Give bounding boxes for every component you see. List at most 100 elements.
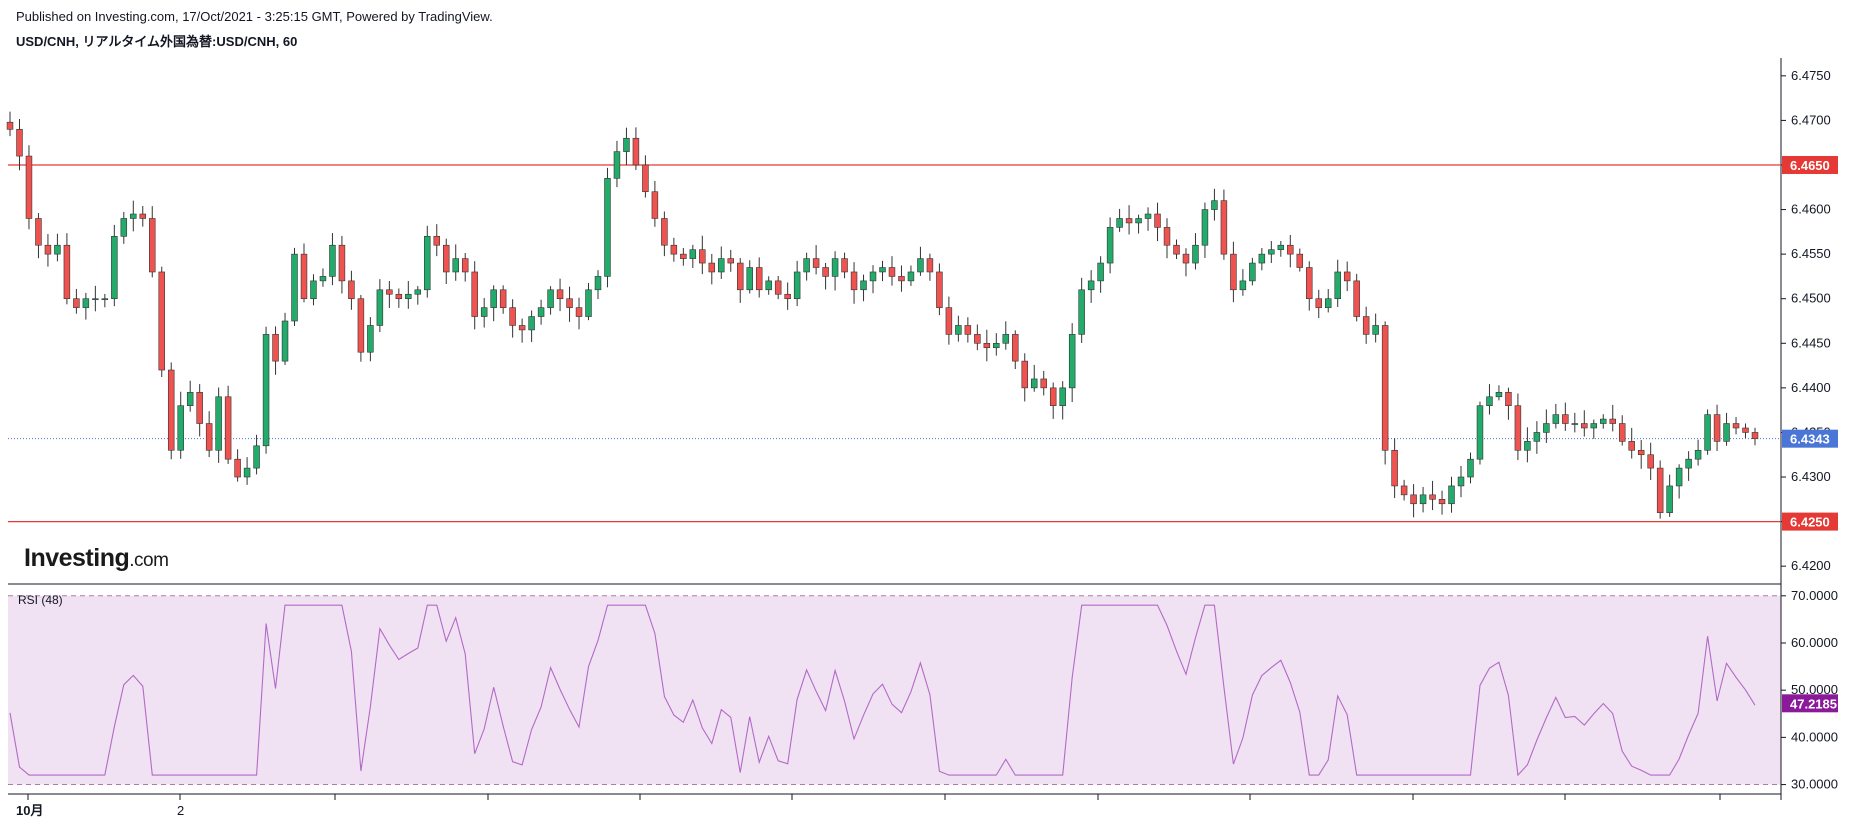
candle-body-down bbox=[73, 298, 80, 308]
candle bbox=[1078, 277, 1085, 343]
rsi-tick-label: 30.0000 bbox=[1791, 777, 1838, 792]
candle bbox=[433, 224, 441, 257]
candle-body-up bbox=[480, 307, 488, 317]
candle bbox=[395, 288, 403, 308]
candle-body-up bbox=[111, 236, 118, 300]
candle-body-down bbox=[888, 267, 896, 277]
candle-body-up bbox=[547, 289, 554, 308]
candle-body-down bbox=[850, 271, 858, 291]
candle bbox=[1125, 205, 1133, 235]
candle-body-up bbox=[1590, 423, 1598, 429]
candle bbox=[111, 224, 118, 307]
candle-body-up bbox=[1324, 298, 1332, 308]
candle-body-down bbox=[936, 271, 943, 308]
candle bbox=[54, 233, 61, 262]
candle-body-up bbox=[1419, 494, 1427, 505]
candle-body-down bbox=[1410, 494, 1417, 505]
candle-body-down bbox=[1012, 334, 1019, 362]
rsi-tick-label: 70.0000 bbox=[1791, 588, 1838, 603]
candle bbox=[1040, 370, 1047, 396]
candle bbox=[1097, 256, 1104, 293]
candle-body-up bbox=[1268, 249, 1275, 255]
rsi-value-tag-bg bbox=[1782, 694, 1838, 713]
price-tick-label: 6.4600 bbox=[1791, 202, 1831, 217]
candle bbox=[737, 258, 744, 303]
candle bbox=[784, 282, 791, 310]
candle bbox=[869, 265, 877, 294]
candle-body-down bbox=[1514, 405, 1522, 451]
candle bbox=[139, 205, 147, 227]
candle bbox=[1685, 451, 1692, 481]
candle bbox=[1751, 427, 1759, 446]
candle bbox=[547, 286, 554, 315]
candle bbox=[1514, 393, 1522, 461]
price-tick-label: 6.4550 bbox=[1791, 246, 1831, 261]
candle bbox=[812, 245, 820, 275]
candle-body-up bbox=[1249, 262, 1256, 282]
candle-body-up bbox=[689, 249, 697, 259]
candle-body-up bbox=[281, 320, 289, 362]
candle-body-down bbox=[755, 267, 763, 291]
candle bbox=[471, 261, 478, 330]
candle bbox=[1192, 233, 1199, 270]
candle-body-up bbox=[1552, 414, 1560, 424]
candle-body-up bbox=[585, 289, 592, 317]
candle-body-down bbox=[566, 298, 573, 308]
candle bbox=[1372, 313, 1379, 343]
candle bbox=[1154, 202, 1161, 242]
candle-body-up bbox=[907, 271, 915, 282]
candle bbox=[6, 111, 14, 137]
candle bbox=[1429, 480, 1436, 511]
candle bbox=[461, 252, 469, 282]
candle bbox=[1438, 490, 1446, 515]
candle bbox=[1391, 438, 1398, 499]
candle-body-down bbox=[499, 289, 507, 308]
candle bbox=[452, 244, 459, 281]
candle-body-up bbox=[262, 334, 270, 447]
candle-body-up bbox=[869, 271, 877, 282]
candle bbox=[291, 247, 298, 326]
candle-body-down bbox=[575, 307, 583, 317]
candle bbox=[556, 278, 564, 312]
price-tick-label: 6.4200 bbox=[1791, 558, 1831, 573]
candle bbox=[357, 294, 365, 362]
candle bbox=[575, 297, 583, 330]
candle bbox=[746, 260, 753, 294]
time-tick-label: 10月 bbox=[16, 803, 43, 818]
candle-body-up bbox=[613, 151, 621, 179]
candle bbox=[708, 253, 716, 285]
candle-body-up bbox=[215, 396, 222, 451]
candle-body-up bbox=[1723, 423, 1730, 442]
candle-body-up bbox=[860, 280, 867, 291]
candle-body-down bbox=[784, 293, 791, 300]
candle bbox=[1495, 385, 1503, 401]
candle bbox=[1400, 479, 1408, 501]
candle-body-up bbox=[537, 307, 545, 317]
candle-body-down bbox=[1315, 298, 1322, 308]
candle-body-down bbox=[1637, 449, 1645, 456]
candle-body-up bbox=[1600, 418, 1607, 424]
candle bbox=[803, 252, 810, 281]
candle-body-up bbox=[1068, 334, 1076, 389]
candle bbox=[1230, 241, 1237, 303]
candle bbox=[594, 270, 602, 300]
candle bbox=[101, 293, 109, 308]
candle bbox=[1732, 416, 1740, 435]
candle-body-up bbox=[101, 298, 109, 301]
candle bbox=[1087, 270, 1095, 303]
candle bbox=[585, 282, 592, 321]
candle bbox=[1675, 464, 1683, 499]
candle bbox=[1600, 414, 1607, 429]
candle bbox=[907, 265, 915, 286]
candle-body-up bbox=[594, 276, 602, 291]
candle-body-down bbox=[774, 280, 782, 295]
candle-body-down bbox=[974, 334, 981, 344]
candle-body-down bbox=[898, 276, 905, 282]
level-tag-bg bbox=[1782, 512, 1838, 531]
candle-body-up bbox=[831, 258, 839, 277]
candle-body-up bbox=[1694, 449, 1702, 460]
candle-body-up bbox=[1211, 200, 1218, 210]
logo-brand: Investing bbox=[24, 544, 129, 572]
candle bbox=[1287, 234, 1294, 268]
